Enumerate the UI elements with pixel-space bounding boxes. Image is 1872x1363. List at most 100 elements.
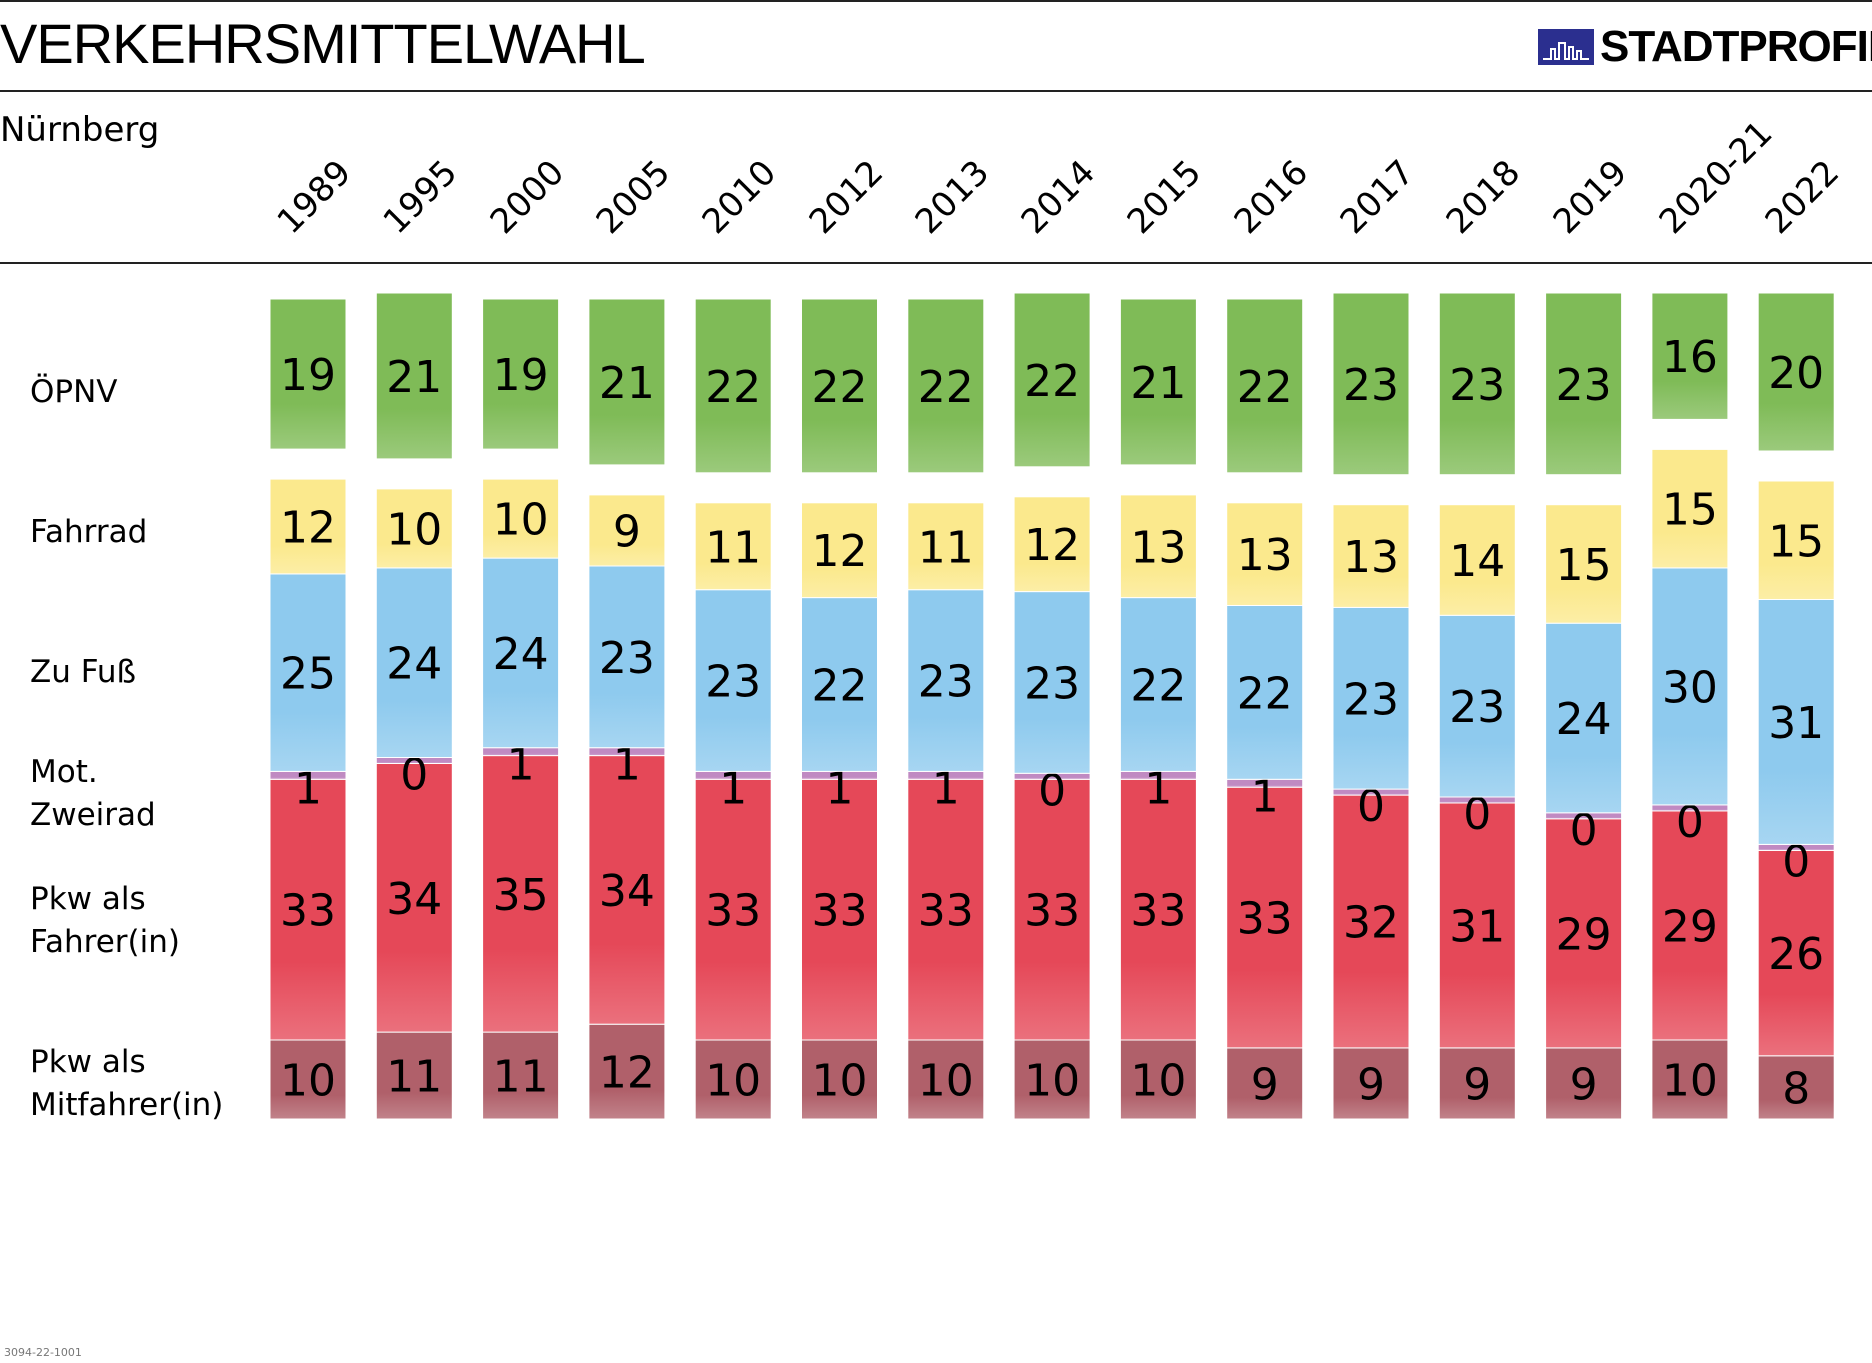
data-label: 10 bbox=[386, 504, 442, 555]
data-label: 22 bbox=[812, 362, 868, 413]
data-label: 16 bbox=[1662, 332, 1718, 383]
data-label: 22 bbox=[1024, 356, 1080, 407]
bar-segment bbox=[1332, 1047, 1410, 1120]
data-label: 12 bbox=[280, 503, 336, 554]
bar-segment bbox=[694, 778, 772, 1041]
bar-segment bbox=[1226, 502, 1304, 606]
bar-segment bbox=[1332, 292, 1410, 476]
data-label: 15 bbox=[1556, 540, 1612, 591]
bar-segment bbox=[1013, 496, 1091, 593]
data-label: 21 bbox=[386, 352, 442, 403]
bar-segment bbox=[269, 298, 347, 450]
row-label-pkw-mitfahrer: Pkw als Mitfahrer(in) bbox=[30, 1044, 224, 1123]
data-label: 11 bbox=[493, 1052, 549, 1103]
data-label: 13 bbox=[1130, 522, 1186, 573]
bar-segment bbox=[1545, 292, 1623, 476]
data-label: 8 bbox=[1782, 1063, 1810, 1114]
data-label: 24 bbox=[386, 639, 442, 690]
data-label: 33 bbox=[705, 886, 761, 937]
bar-segment bbox=[1545, 504, 1623, 624]
data-label: 9 bbox=[1570, 1059, 1598, 1110]
data-label: 1 bbox=[1144, 763, 1172, 814]
bar-segment bbox=[1757, 1055, 1835, 1120]
bar-segment bbox=[1545, 1047, 1623, 1120]
bar-segment bbox=[588, 494, 666, 567]
row-label-fahrrad: Fahrrad bbox=[30, 514, 148, 550]
data-label: 33 bbox=[1024, 886, 1080, 937]
data-label: 23 bbox=[705, 657, 761, 708]
bar-segment bbox=[1226, 298, 1304, 474]
data-label: 29 bbox=[1556, 909, 1612, 960]
data-label: 12 bbox=[812, 526, 868, 577]
bar-segment bbox=[1757, 849, 1835, 1057]
bar-segment bbox=[1651, 1039, 1729, 1120]
bar-segment bbox=[482, 755, 560, 1033]
data-label: 33 bbox=[280, 886, 336, 937]
data-label: 33 bbox=[812, 886, 868, 937]
bar-segment bbox=[1332, 606, 1410, 790]
bar-segment bbox=[588, 1023, 666, 1120]
data-label: 11 bbox=[705, 522, 761, 573]
data-label: 33 bbox=[918, 886, 974, 937]
bar-segment bbox=[1757, 292, 1835, 452]
row-label-pkw-fahrer: Pkw als Fahrer(in) bbox=[30, 881, 180, 960]
bar-segment bbox=[1438, 292, 1516, 476]
data-label: 21 bbox=[1130, 358, 1186, 409]
data-label: 10 bbox=[493, 495, 549, 546]
data-label: 32 bbox=[1343, 898, 1399, 949]
data-label: 22 bbox=[1237, 362, 1293, 413]
data-label: 9 bbox=[1463, 1059, 1491, 1110]
bar-segment bbox=[1226, 605, 1304, 780]
data-label: 10 bbox=[1130, 1056, 1186, 1107]
data-label: 23 bbox=[918, 657, 974, 708]
bar-segment bbox=[482, 298, 560, 450]
data-label: 1 bbox=[826, 763, 854, 814]
data-label: 23 bbox=[1449, 360, 1505, 411]
data-label: 9 bbox=[1251, 1059, 1279, 1110]
data-label: 24 bbox=[1556, 694, 1612, 745]
bar-segment bbox=[1013, 292, 1091, 468]
data-label: 10 bbox=[918, 1056, 974, 1107]
data-label: 1 bbox=[507, 740, 535, 791]
data-label: 12 bbox=[599, 1048, 655, 1099]
row-label-oepnv: ÖPNV bbox=[30, 374, 118, 410]
data-label: 10 bbox=[812, 1056, 868, 1107]
data-label: 33 bbox=[1237, 894, 1293, 945]
bar-segment bbox=[375, 292, 453, 460]
data-label: 19 bbox=[493, 350, 549, 401]
data-label: 23 bbox=[599, 633, 655, 684]
bar-segment bbox=[907, 502, 985, 591]
data-label: 15 bbox=[1768, 516, 1824, 567]
data-label: 14 bbox=[1449, 536, 1505, 587]
bar-segment bbox=[588, 565, 666, 749]
bar-segment bbox=[801, 298, 878, 474]
bar-segment bbox=[1119, 494, 1197, 599]
data-label: 19 bbox=[280, 350, 336, 401]
bar-segment bbox=[1651, 810, 1729, 1041]
row-label-mot-zweirad: Mot. Zweirad bbox=[30, 754, 156, 833]
bar-segment bbox=[907, 589, 985, 772]
data-label: 23 bbox=[1024, 658, 1080, 709]
data-label: 13 bbox=[1237, 530, 1293, 581]
data-label: 34 bbox=[599, 866, 655, 917]
data-label: 22 bbox=[918, 362, 974, 413]
bar-segment bbox=[1332, 794, 1410, 1049]
data-label: 10 bbox=[705, 1056, 761, 1107]
bar-segment bbox=[1438, 614, 1516, 798]
data-label: 0 bbox=[1038, 765, 1066, 816]
header-rule bbox=[0, 90, 1872, 92]
data-label: 1 bbox=[613, 740, 641, 791]
data-label: 1 bbox=[932, 763, 960, 814]
bar-segment bbox=[375, 763, 453, 1033]
bar-segment bbox=[269, 778, 347, 1041]
bar-segment bbox=[1332, 504, 1410, 608]
bar-segment bbox=[1545, 622, 1623, 814]
bar-segment bbox=[694, 298, 772, 474]
bar-segment bbox=[694, 502, 772, 591]
data-label: 23 bbox=[1343, 360, 1399, 411]
bar-segment bbox=[1226, 786, 1304, 1049]
data-label: 26 bbox=[1768, 929, 1824, 980]
bar-segment bbox=[1438, 802, 1516, 1049]
data-label: 34 bbox=[386, 874, 442, 925]
bar-segment bbox=[801, 1039, 878, 1120]
